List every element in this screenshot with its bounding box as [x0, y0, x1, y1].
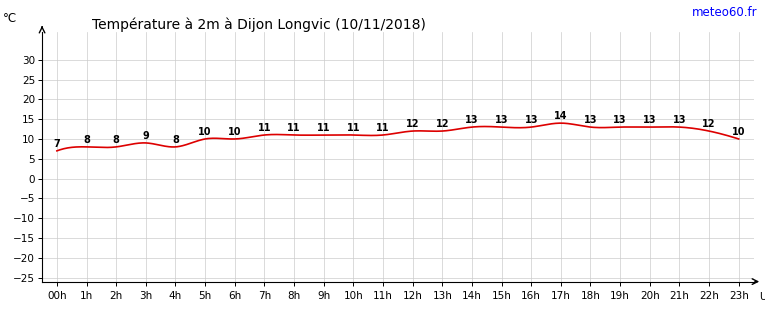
Text: 11: 11: [376, 123, 389, 133]
Text: 12: 12: [406, 119, 419, 129]
Text: meteo60.fr: meteo60.fr: [692, 6, 757, 20]
Text: 11: 11: [317, 123, 330, 133]
Text: 10: 10: [198, 127, 212, 137]
Text: 12: 12: [702, 119, 716, 129]
Text: 12: 12: [435, 119, 449, 129]
Text: 11: 11: [258, 123, 271, 133]
Text: 13: 13: [643, 115, 656, 125]
Text: 11: 11: [288, 123, 301, 133]
Text: 8: 8: [172, 135, 179, 145]
Text: 9: 9: [142, 131, 149, 141]
Text: Température à 2m à Dijon Longvic (10/11/2018): Température à 2m à Dijon Longvic (10/11/…: [92, 18, 426, 32]
Text: 8: 8: [83, 135, 90, 145]
Text: 13: 13: [525, 115, 538, 125]
Text: 13: 13: [672, 115, 686, 125]
Text: 13: 13: [495, 115, 508, 125]
Text: 7: 7: [54, 139, 60, 149]
Text: 10: 10: [732, 127, 745, 137]
Text: 11: 11: [347, 123, 360, 133]
Text: 14: 14: [554, 111, 568, 121]
Text: UTC: UTC: [760, 292, 765, 301]
Text: 8: 8: [112, 135, 119, 145]
Text: 13: 13: [584, 115, 597, 125]
Text: 13: 13: [465, 115, 479, 125]
Text: 13: 13: [614, 115, 627, 125]
Text: 10: 10: [228, 127, 242, 137]
Text: °C: °C: [3, 12, 17, 25]
